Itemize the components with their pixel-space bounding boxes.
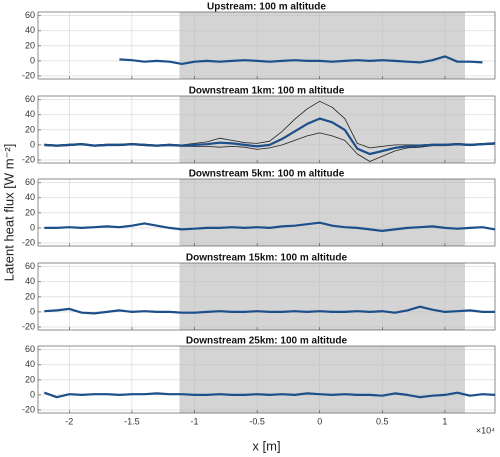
y-tick-label: 0 xyxy=(30,306,35,316)
y-tick-label: 40 xyxy=(25,192,35,202)
x-tick-label: -1.5 xyxy=(124,416,140,426)
y-tick-label: 20 xyxy=(25,291,35,301)
x-tick-label: -2 xyxy=(65,416,73,426)
y-tick-label: 60 xyxy=(25,10,35,20)
data-line xyxy=(44,117,496,156)
shaded-region xyxy=(179,12,465,79)
y-tick-label: 0 xyxy=(30,389,35,399)
shaded-region xyxy=(179,263,465,330)
x-exponent: ×10⁴ xyxy=(476,425,495,435)
y-tick-label: -20 xyxy=(22,70,35,80)
y-tick-label: -20 xyxy=(22,154,35,164)
y-tick-label: 0 xyxy=(30,139,35,149)
x-tick-label: -1 xyxy=(190,416,198,426)
y-tick-label: -20 xyxy=(22,321,35,331)
y-tick-label: 60 xyxy=(25,261,35,271)
y-tick-label: 40 xyxy=(25,109,35,119)
data-line xyxy=(43,391,496,399)
y-tick-label: 60 xyxy=(25,344,35,354)
y-tick-label: 20 xyxy=(25,374,35,384)
axes-frame xyxy=(37,11,496,80)
panel-title: Upstream: 100 m altitude xyxy=(207,2,326,13)
y-tick-label: 40 xyxy=(25,25,35,35)
panel-title: Downstream 25km: 100 m altitude xyxy=(186,336,348,347)
y-tick-label: 60 xyxy=(25,177,35,187)
panel-title: Downstream 15km: 100 m altitude xyxy=(186,253,348,264)
y-tick-label: 20 xyxy=(25,207,35,217)
y-tick-label: 60 xyxy=(25,94,35,104)
y-tick-label: -20 xyxy=(22,237,35,247)
shaded-region xyxy=(179,346,465,413)
y-tick-label: -20 xyxy=(22,404,35,414)
y-tick-label: 0 xyxy=(30,222,35,232)
x-tick-label: 0 xyxy=(317,416,322,426)
shaded-region xyxy=(179,96,465,163)
y-tick-label: 40 xyxy=(25,359,35,369)
axes-frame xyxy=(37,262,496,331)
x-tick-label: 1 xyxy=(442,416,447,426)
axes-frame xyxy=(37,345,496,414)
x-tick-label: -0.5 xyxy=(249,416,265,426)
panel-title: Downstream 1km: 100 m altitude xyxy=(189,86,345,97)
y-tick-label: 40 xyxy=(25,276,35,286)
data-line xyxy=(44,221,496,232)
axes-frame xyxy=(37,178,496,247)
y-tick-label: 20 xyxy=(25,40,35,50)
panel-title: Downstream 5km: 100 m altitude xyxy=(189,169,345,180)
x-tick-label: 0.5 xyxy=(376,416,389,426)
data-line xyxy=(119,55,483,65)
y-tick-label: 20 xyxy=(25,124,35,134)
y-axis-label: Latent heat flux [W m⁻²] xyxy=(1,144,16,282)
y-tick-label: 0 xyxy=(30,55,35,65)
data-line xyxy=(44,305,495,315)
x-axis-label: x [m] xyxy=(252,438,280,453)
axes-frame xyxy=(37,95,496,164)
shaded-region xyxy=(179,179,465,246)
